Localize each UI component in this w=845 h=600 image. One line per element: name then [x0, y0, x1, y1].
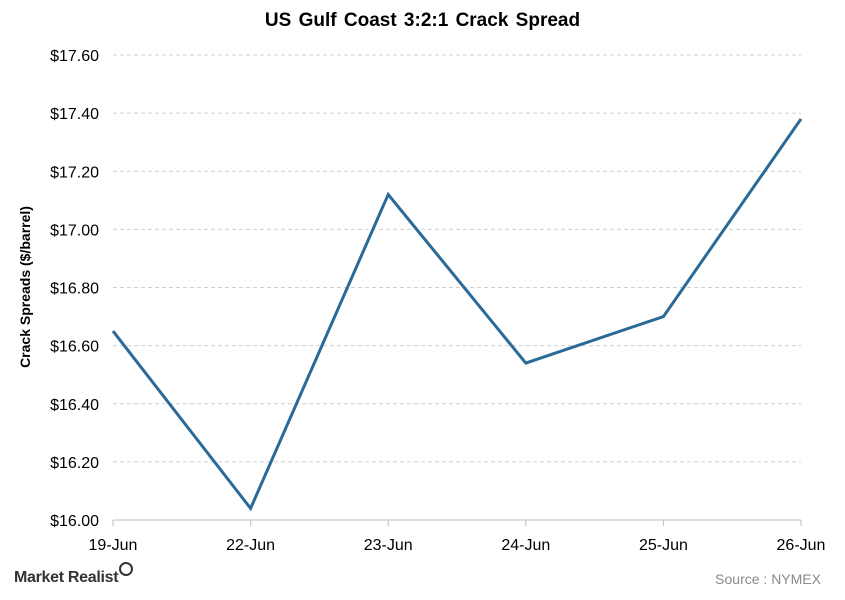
magnifier-icon — [119, 562, 134, 576]
y-axis-ticks: $16.00 $16.20 $16.40 $16.60 $16.80 $17.00 $17.… — [50, 48, 99, 530]
y-tick-label: $17.60 — [50, 48, 99, 65]
gridlines — [113, 54, 801, 463]
brand-logo: Market Realist — [14, 562, 134, 587]
x-tick-label: 19-Jun — [89, 537, 138, 554]
source-note: Source : NYMEX — [715, 571, 821, 587]
brand-text: Market Realist — [14, 569, 119, 586]
y-tick-label: $16.40 — [50, 397, 99, 414]
y-tick-label: $17.00 — [50, 222, 99, 239]
chart-title: US Gulf Coast 3:2:1 Crack Spread — [264, 10, 581, 31]
x-axis-ticks: 19-Jun 22-Jun 23-Jun 24-Jun 25-Jun 26-Jun — [89, 520, 826, 554]
y-tick-label: $16.60 — [50, 339, 99, 356]
y-tick-label: $16.00 — [50, 513, 99, 530]
x-tick-label: 22-Jun — [226, 537, 275, 554]
x-tick-label: 25-Jun — [639, 537, 688, 554]
series-line — [111, 118, 803, 512]
y-tick-label: $17.20 — [50, 164, 99, 181]
x-tick-label: 24-Jun — [501, 537, 550, 554]
x-tick-label: 23-Jun — [364, 537, 413, 554]
y-tick-label: $16.20 — [50, 455, 99, 472]
y-tick-label: $16.80 — [50, 281, 99, 298]
y-axis-label: Crack Spreads ($/barrel) — [17, 206, 33, 368]
x-tick-label: 26-Jun — [777, 537, 826, 554]
y-tick-label: $17.40 — [50, 106, 99, 123]
